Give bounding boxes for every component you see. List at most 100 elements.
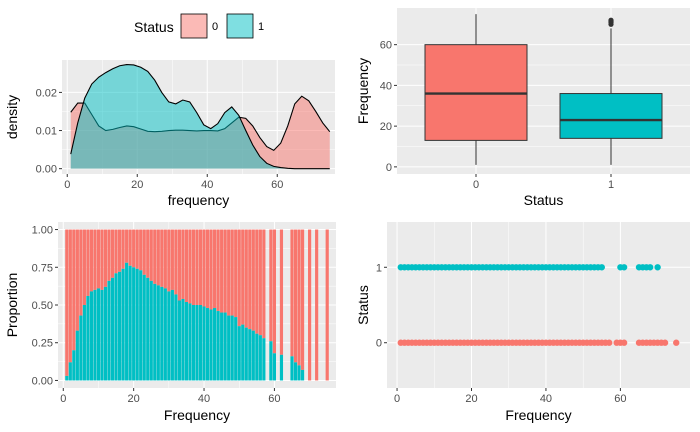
bar-status-0 [213,229,217,309]
bar-status-1 [251,330,255,381]
bar-status-0 [170,229,174,290]
bar-status-0 [220,229,224,313]
y-tick-label: 1 [376,262,382,274]
y-axis-title: Status [355,285,371,325]
bar-status-1 [255,333,259,381]
bar-status-1 [82,305,86,381]
bar-status-0 [149,229,153,281]
y-axis-title: Frequency [355,58,371,124]
bar-status-0 [202,229,206,307]
bar-status-0 [181,229,185,299]
bar-status-0 [300,229,305,370]
x-tick-label: 60 [268,393,280,405]
bar-status-0 [103,229,108,287]
bar-status-0 [325,229,329,381]
bar-status-0 [216,229,220,312]
x-tick-label: 0 [473,179,479,191]
bar-status-0 [132,229,136,268]
bar-status-1 [128,265,132,381]
bar-status-0 [146,229,150,278]
bar-status-1 [293,362,298,381]
bar-status-0 [89,229,94,292]
bar-status-0 [209,229,213,310]
density-panel: 0 20 40 60 0.00 0.01 0.02 frequency density [4,60,335,208]
bar-status-0 [293,229,298,363]
bar-status-1 [114,273,118,381]
legend-key-0 [180,13,208,39]
bar-status-1 [279,354,284,381]
point-status-0 [673,339,680,346]
legend: Status 0 1 [134,13,264,39]
bar-status-1 [135,268,139,381]
bar-status-1 [125,262,129,381]
bar-status-0 [68,229,72,363]
bar-status-0 [241,229,245,325]
bar-status-1 [237,326,241,381]
bar-status-1 [290,356,294,381]
bar-status-1 [72,350,76,381]
y-tick-label: 60 [380,40,392,52]
bar-status-0 [128,229,132,266]
bar-status-1 [149,280,153,381]
bar-status-1 [65,375,69,381]
y-tick-label: 20 [380,121,392,133]
panel-background [387,222,690,388]
bar-status-0 [82,229,86,305]
bar-status-0 [125,229,129,263]
bar-status-0 [135,229,139,269]
bar-status-0 [142,229,146,275]
bar-status-0 [160,229,164,287]
bar-status-0 [163,229,167,289]
bar-status-1 [202,306,206,381]
y-tick-label: 0 [376,338,382,350]
bar-status-1 [93,289,97,381]
point-status-1 [654,264,661,271]
bar-status-1 [191,305,196,381]
bar-status-1 [181,298,185,381]
bar-status-0 [198,229,203,305]
bar-status-1 [107,280,111,381]
y-tick-label: 0.25 [32,338,53,350]
x-tick-label: 0 [64,179,70,191]
box-outlier-1 [608,17,614,23]
bar-status-0 [205,229,210,309]
bar-status-1 [184,301,189,381]
bar-status-0 [188,229,192,304]
point-status-1 [620,264,628,271]
bar-status-0 [65,229,69,376]
bar-status-0 [72,229,76,351]
x-tick-label: 20 [128,393,140,405]
bar-status-1 [234,317,238,381]
bar-status-0 [75,229,79,331]
bar-status-1 [188,303,192,381]
legend-label-1: 1 [258,21,264,33]
bar-status-1 [68,362,72,381]
bar-status-1 [241,324,245,381]
y-axis-title: density [4,95,20,139]
point-status-0 [620,339,628,346]
bar-status-1 [167,291,171,381]
bar-status-1 [89,291,94,381]
bar-status-1 [258,335,262,381]
y-tick-label: 0.00 [32,375,53,387]
proportion-panel: 0 20 40 60 0.00 0.25 0.50 0.75 1.00 Frequency Prop… [4,222,336,423]
bar-status-1 [223,312,227,381]
bar-status-1 [117,271,122,381]
bar-status-0 [100,229,104,290]
bar-status-0 [110,229,115,278]
bar-status-0 [258,229,262,336]
x-axis-title: Status [524,192,564,208]
bar-status-0 [234,229,238,318]
y-tick-label: 0.50 [32,300,53,312]
bar-status-0 [269,229,273,342]
bar-status-0 [297,229,301,366]
bar-status-0 [230,229,234,316]
y-tick-label: 0 [386,162,392,174]
bar-status-0 [248,229,252,330]
y-tick-label: 40 [380,80,392,92]
bar-status-1 [156,285,160,381]
bar-status-1 [110,277,115,381]
legend-key-1 [226,13,254,39]
bar-status-1 [205,308,210,381]
